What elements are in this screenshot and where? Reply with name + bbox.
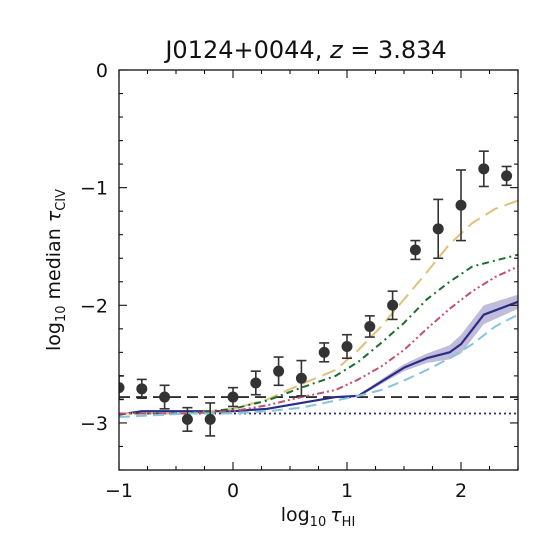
y-axis-label-word: median xyxy=(43,222,65,305)
data-marker xyxy=(432,223,444,235)
chart-title: J0124+0044, z = 3.834 xyxy=(163,36,446,64)
x-tick-label: −1 xyxy=(105,480,133,502)
y-tick-label: −1 xyxy=(80,178,108,200)
data-point xyxy=(341,333,353,360)
y-tick-label: −3 xyxy=(80,413,108,435)
y-axis-label-prefix: log xyxy=(43,322,65,351)
y-tick-label: −2 xyxy=(80,295,108,317)
data-point xyxy=(295,359,307,397)
data-point xyxy=(250,370,262,396)
data-point xyxy=(432,198,444,260)
data-marker xyxy=(136,383,148,395)
data-point xyxy=(159,384,171,410)
plot-frame xyxy=(118,69,519,471)
chart-title-z-value: = 3.834 xyxy=(343,36,447,64)
y-axis-label-symbol: τ xyxy=(43,210,65,222)
series-4-line xyxy=(119,313,518,419)
data-marker xyxy=(227,391,239,403)
y-tick-label: 0 xyxy=(96,60,108,82)
axis-ticks: −1 0 1 2 0 −1 −2 −3 xyxy=(80,60,519,502)
data-point xyxy=(136,378,148,400)
y-axis-label-prefix-sub: 10 xyxy=(54,306,69,323)
data-point xyxy=(318,342,330,363)
y-axis-label-symbol-sub: CIV xyxy=(54,189,69,211)
series-3-line xyxy=(119,265,518,415)
data-point xyxy=(364,315,376,338)
data-point xyxy=(204,402,216,437)
data-marker xyxy=(364,320,376,332)
data-point xyxy=(501,165,513,187)
data-point xyxy=(478,150,490,188)
chart-title-text: J0124+0044, xyxy=(163,36,330,64)
data-point xyxy=(273,356,285,387)
data-point xyxy=(181,406,193,432)
x-axis-label-symbol: τ xyxy=(330,504,342,526)
data-marker xyxy=(273,365,285,377)
x-axis-label-prefix: log xyxy=(281,504,310,526)
x-tick-label: 0 xyxy=(227,480,239,502)
data-marker xyxy=(478,163,490,175)
data-point xyxy=(227,386,239,408)
data-marker xyxy=(341,340,353,352)
x-axis-label: log10 τHI xyxy=(281,504,356,530)
data-point xyxy=(409,239,421,261)
series-1-line xyxy=(119,199,518,415)
y-axis-label: log10 median τCIV xyxy=(43,189,69,351)
data-point xyxy=(455,169,467,242)
x-axis-label-symbol-sub: HI xyxy=(342,515,356,530)
data-marker xyxy=(204,413,216,425)
plot-area xyxy=(119,150,518,437)
data-marker xyxy=(387,299,399,311)
data-marker xyxy=(181,413,193,425)
data-marker xyxy=(159,391,171,403)
series-2-line xyxy=(119,253,518,415)
data-marker xyxy=(295,372,307,384)
data-marker xyxy=(318,346,330,358)
chart-title-z: z xyxy=(329,36,344,64)
x-tick-label: 1 xyxy=(341,480,353,502)
data-marker xyxy=(119,382,125,394)
data-marker xyxy=(501,170,513,182)
x-tick-label: 2 xyxy=(455,480,467,502)
data-marker xyxy=(409,244,421,256)
x-axis-label-prefix-sub: 10 xyxy=(310,515,327,530)
data-marker xyxy=(250,377,262,389)
data-marker xyxy=(455,199,467,211)
data-point xyxy=(387,290,399,321)
